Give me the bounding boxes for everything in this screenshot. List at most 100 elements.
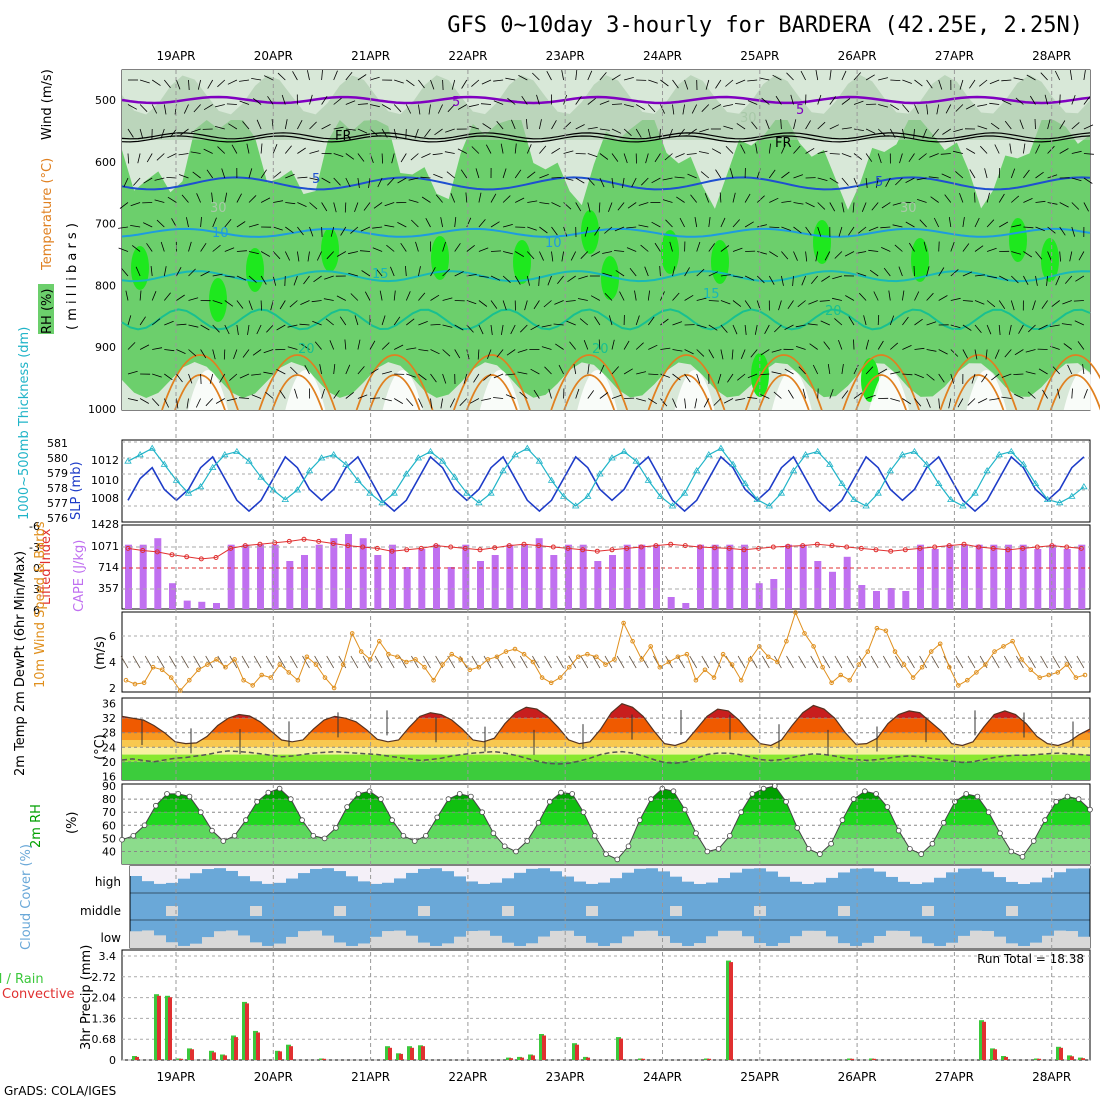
wind10-marker	[992, 649, 997, 654]
rh-dry-cone	[382, 370, 423, 410]
wind-barb	[309, 121, 317, 130]
wind-barb	[635, 342, 644, 350]
wind-barb	[319, 364, 322, 375]
wind-barb	[551, 226, 558, 236]
wind-barb	[950, 297, 961, 301]
rh2m-ytick: 50	[102, 832, 116, 845]
wind-barb	[735, 398, 746, 401]
wind-barb	[744, 324, 747, 335]
temp-contour-25	[1036, 354, 1100, 411]
wind-barb	[178, 153, 189, 156]
wind-barb	[279, 300, 286, 310]
wind-barb	[297, 176, 308, 179]
wind-barb	[217, 79, 226, 88]
wind-barb	[913, 128, 915, 140]
cloud-low-clear	[1078, 936, 1090, 948]
wind10-marker	[784, 638, 789, 644]
wind-barb	[251, 394, 262, 399]
cloud-high-clear	[322, 866, 334, 869]
cape-bars	[125, 534, 1086, 609]
wind10-marker	[313, 662, 319, 667]
wind-barb	[466, 324, 474, 333]
wind-barb	[817, 202, 826, 210]
thickness-marker	[620, 447, 628, 454]
wind-barb	[236, 221, 246, 228]
wind-barb	[853, 392, 863, 399]
wind-barb	[611, 103, 623, 105]
wind-barb	[1059, 94, 1061, 105]
wind-barb	[442, 297, 453, 301]
wind-barb	[841, 70, 847, 81]
wind-barb	[969, 169, 976, 179]
wind10-marker	[928, 649, 934, 654]
cloud-low-clear	[730, 930, 742, 948]
precip-bar-conv	[520, 1057, 524, 1060]
wind-barb	[469, 398, 480, 404]
li-marker	[345, 543, 351, 549]
wind-barb	[905, 177, 915, 183]
wind-barb	[795, 346, 806, 350]
wind-barb	[406, 347, 417, 350]
wind-barb	[236, 324, 239, 335]
li-marker	[682, 543, 688, 549]
thickness-marker	[293, 486, 302, 493]
cloud-high-clear	[802, 866, 814, 884]
wind-barb	[1038, 324, 1048, 330]
wind10-marker	[440, 662, 445, 667]
wind-barb	[152, 373, 162, 378]
wind-barb	[449, 398, 456, 408]
chart-title: GFS 0~10day 3-hourly for BARDERA (42.25E…	[447, 13, 1083, 38]
slp-ytick: 1010	[91, 474, 119, 487]
cape-bar	[917, 544, 924, 609]
wind-barb	[575, 70, 578, 81]
thickness-marker	[378, 499, 386, 506]
wind-barb	[176, 79, 181, 90]
wind-barb	[445, 128, 455, 133]
cloud-low-clear	[862, 942, 874, 948]
wind-barb	[940, 153, 951, 155]
wind-barb	[999, 221, 1009, 228]
wind-barb	[623, 153, 628, 164]
cape-bar	[1019, 544, 1027, 609]
wind10-marker	[983, 662, 988, 667]
wind10-marker	[539, 675, 545, 680]
cloud-low-clear	[742, 936, 754, 948]
wind-barb	[127, 315, 132, 326]
cape-bar	[799, 544, 807, 609]
t2m-ytick: 36	[102, 698, 116, 711]
wind-barb	[368, 177, 371, 188]
precip-ytick: 3.4	[99, 950, 117, 963]
wind10-barb	[532, 655, 540, 669]
wind-barb	[307, 70, 310, 81]
wind10-grid	[122, 635, 1090, 663]
wind10-barb	[1064, 655, 1073, 669]
upper-ytick: 700	[95, 218, 116, 231]
precip-ytick: 1.36	[92, 1012, 117, 1025]
wind-barb	[188, 79, 190, 91]
wind-barb	[640, 244, 649, 252]
wind-barb	[902, 345, 912, 350]
wind-barb	[798, 366, 806, 375]
cape-bar	[491, 555, 499, 609]
wind-barb	[285, 173, 295, 179]
wind-barb	[875, 177, 879, 188]
wind-barb	[587, 153, 598, 158]
rh-dry-cone	[966, 370, 1007, 410]
wind-barb	[999, 275, 1009, 281]
cloud-high-clear	[706, 866, 718, 883]
wind-barb	[418, 104, 421, 115]
cloud-high-clear	[442, 866, 454, 872]
wind-barb	[1028, 324, 1036, 333]
wind10-marker	[585, 651, 590, 657]
wind-barb	[272, 144, 278, 154]
wind-barb	[541, 324, 552, 328]
rh-mid-band	[122, 75, 1090, 140]
precip-bar-conv	[289, 1046, 293, 1060]
wind-barb	[1023, 143, 1026, 154]
wind10-barb	[713, 655, 722, 669]
wind-barb	[518, 75, 528, 81]
cloud-high-clear	[994, 866, 1006, 878]
wind10-marker	[1037, 675, 1042, 680]
